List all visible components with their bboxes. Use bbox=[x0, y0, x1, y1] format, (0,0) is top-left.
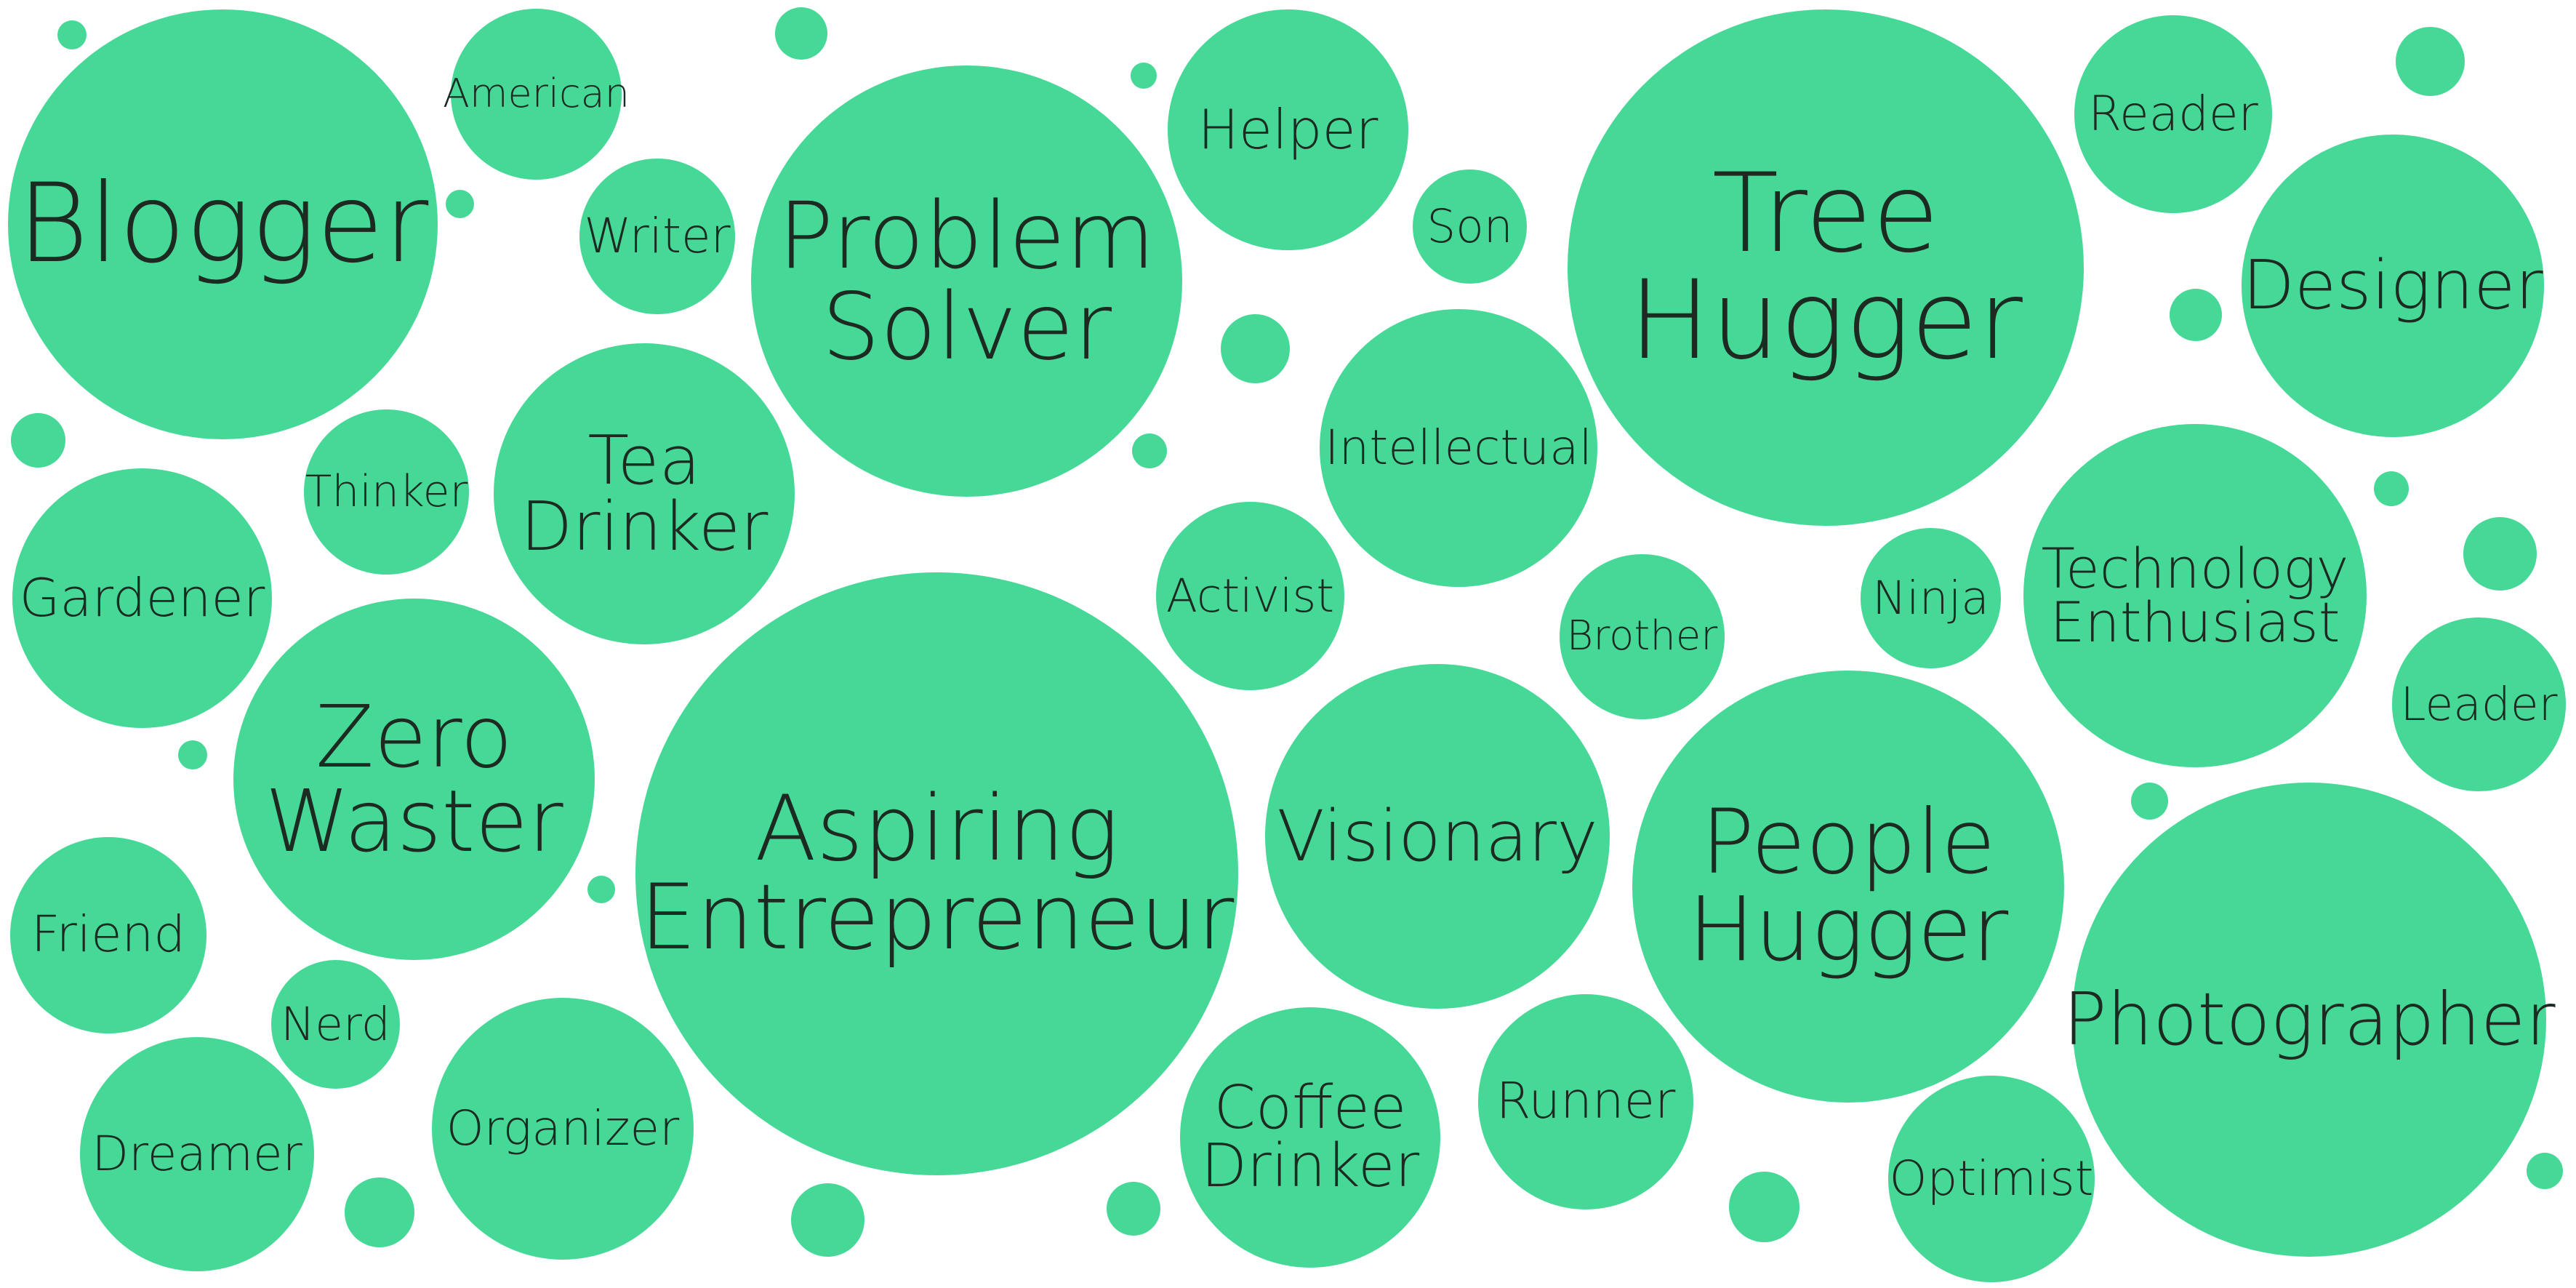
bubble-nerd: Nerd bbox=[271, 960, 400, 1089]
bubble-blogger: Blogger bbox=[8, 9, 438, 439]
dot bbox=[2396, 27, 2465, 96]
bubble-label-tree-hugger: Tree Hugger bbox=[1629, 151, 2023, 384]
bubble-aspiring-entrepreneur: Aspiring Entrepreneur bbox=[635, 572, 1238, 1175]
bubble-intellectual: Intellectual bbox=[1320, 309, 1597, 587]
bubble-label-zero-waster: Zero Waster bbox=[265, 686, 563, 871]
bubble-label-writer: Writer bbox=[584, 207, 731, 264]
bubble-label-ninja: Ninja bbox=[1872, 571, 1989, 625]
bubble-coffee-drinker: Coffee Drinker bbox=[1180, 1007, 1440, 1268]
bubble-label-thinker: Thinker bbox=[305, 466, 468, 518]
bubble-brother: Brother bbox=[1560, 554, 1725, 719]
bubble-problem-solver: Problem Solver bbox=[751, 65, 1182, 497]
dot bbox=[11, 413, 65, 468]
bubble-label-gardener: Gardener bbox=[19, 567, 265, 629]
dot bbox=[446, 190, 474, 218]
bubble-organizer: Organizer bbox=[432, 998, 694, 1260]
bubble-label-designer: Designer bbox=[2242, 246, 2543, 325]
dot bbox=[2170, 289, 2222, 341]
bubble-gardener: Gardener bbox=[12, 468, 272, 728]
bubble-visionary: Visionary bbox=[1265, 664, 1610, 1009]
bubble-label-son: Son bbox=[1427, 199, 1513, 253]
dot bbox=[57, 20, 87, 49]
dot bbox=[775, 7, 827, 60]
bubble-helper: Helper bbox=[1168, 9, 1408, 250]
bubble-label-aspiring-entrepreneur: Aspiring Entrepreneur bbox=[639, 776, 1235, 970]
dot bbox=[791, 1183, 864, 1257]
bubble-label-nerd: Nerd bbox=[281, 997, 390, 1051]
dot bbox=[2463, 517, 2537, 591]
bubble-label-blogger: Blogger bbox=[17, 161, 429, 287]
bubble-label-intellectual: Intellectual bbox=[1325, 419, 1592, 476]
bubble-label-problem-solver: Problem Solver bbox=[777, 182, 1156, 380]
dot bbox=[345, 1177, 414, 1247]
dot bbox=[2131, 783, 2168, 820]
bubble-leader: Leader bbox=[2392, 617, 2566, 791]
bubble-label-brother: Brother bbox=[1566, 612, 1718, 660]
bubble-label-reader: Reader bbox=[2088, 85, 2258, 142]
bubble-ninja: Ninja bbox=[1861, 528, 2001, 668]
bubble-runner: Runner bbox=[1478, 994, 1693, 1209]
bubble-label-helper: Helper bbox=[1197, 97, 1379, 161]
bubble-label-friend: Friend bbox=[31, 905, 186, 964]
bubble-label-technology-enthusiast: Technology Enthusiast bbox=[2041, 535, 2349, 655]
bubble-tree-hugger: Tree Hugger bbox=[1568, 9, 2084, 526]
bubble-label-visionary: Visionary bbox=[1277, 795, 1598, 877]
bubble-activist: Activist bbox=[1156, 502, 1344, 690]
bubble-friend: Friend bbox=[10, 837, 206, 1033]
bubble-people-hugger: People Hugger bbox=[1632, 671, 2064, 1103]
bubble-american: American bbox=[443, 9, 630, 180]
bubble-label-optimist: Optimist bbox=[1889, 1150, 2094, 1207]
bubble-optimist: Optimist bbox=[1888, 1076, 2095, 1282]
bubble-label-photographer: Photographer bbox=[2063, 977, 2556, 1062]
bubble-label-activist: Activist bbox=[1165, 569, 1335, 623]
bubble-reader: Reader bbox=[2074, 15, 2272, 213]
bubble-label-american: American bbox=[443, 71, 630, 117]
bubble-thinker: Thinker bbox=[304, 409, 469, 575]
dot bbox=[1131, 63, 1157, 89]
bubble-label-tea-drinker: Tea Drinker bbox=[520, 420, 769, 566]
bubble-label-leader: Leader bbox=[2400, 677, 2558, 731]
bubble-label-coffee-drinker: Coffee Drinker bbox=[1200, 1073, 1420, 1201]
bubble-label-organizer: Organizer bbox=[446, 1100, 680, 1156]
dot bbox=[2374, 471, 2409, 506]
dot bbox=[1107, 1182, 1160, 1236]
bubble-photographer: Photographer bbox=[2063, 783, 2556, 1257]
bubble-label-runner: Runner bbox=[1496, 1072, 1676, 1131]
bubble-label-people-hugger: People Hugger bbox=[1688, 791, 2009, 981]
bubble-writer: Writer bbox=[579, 159, 735, 314]
bubble-label-dreamer: Dreamer bbox=[92, 1125, 302, 1182]
bubble-dreamer: Dreamer bbox=[80, 1037, 314, 1271]
bubble-tea-drinker: Tea Drinker bbox=[494, 343, 795, 644]
bubble-technology-enthusiast: Technology Enthusiast bbox=[2023, 424, 2367, 767]
dot bbox=[1729, 1172, 1799, 1242]
dot bbox=[2527, 1153, 2563, 1189]
bubble-zero-waster: Zero Waster bbox=[233, 599, 595, 960]
bubble-designer: Designer bbox=[2242, 135, 2544, 437]
dot bbox=[178, 740, 207, 769]
dot bbox=[1221, 314, 1290, 383]
dot bbox=[587, 876, 615, 903]
dot bbox=[1132, 433, 1167, 468]
bubble-son: Son bbox=[1413, 169, 1527, 284]
